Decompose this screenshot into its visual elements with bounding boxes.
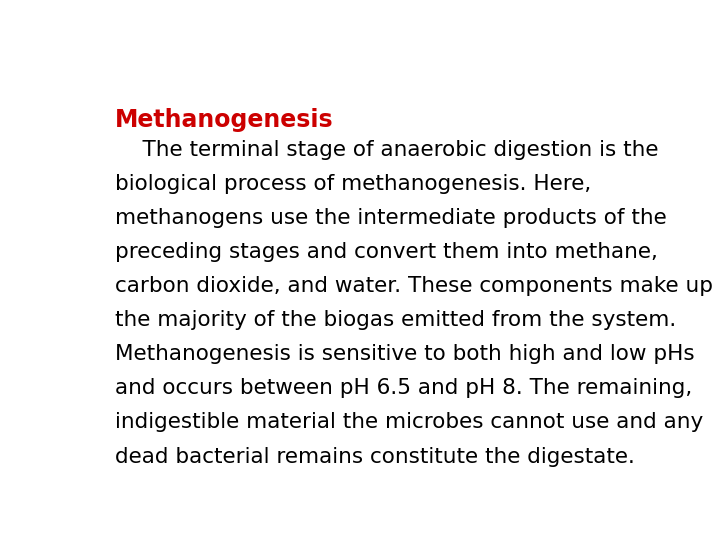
Text: The terminal stage of anaerobic digestion is the: The terminal stage of anaerobic digestio… [115,140,659,160]
Text: Methanogenesis is sensitive to both high and low pHs: Methanogenesis is sensitive to both high… [115,344,695,364]
Text: carbon dioxide, and water. These components make up: carbon dioxide, and water. These compone… [115,276,713,296]
Text: biological process of methanogenesis. Here,: biological process of methanogenesis. He… [115,174,591,194]
Text: dead bacterial remains constitute the digestate.: dead bacterial remains constitute the di… [115,447,635,467]
Text: the majority of the biogas emitted from the system.: the majority of the biogas emitted from … [115,310,676,330]
Text: preceding stages and convert them into methane,: preceding stages and convert them into m… [115,242,658,262]
Text: Methanogenesis: Methanogenesis [115,109,334,132]
Text: and occurs between pH 6.5 and pH 8. The remaining,: and occurs between pH 6.5 and pH 8. The … [115,379,693,399]
Text: methanogens use the intermediate products of the: methanogens use the intermediate product… [115,208,667,228]
Text: indigestible material the microbes cannot use and any: indigestible material the microbes canno… [115,413,703,433]
